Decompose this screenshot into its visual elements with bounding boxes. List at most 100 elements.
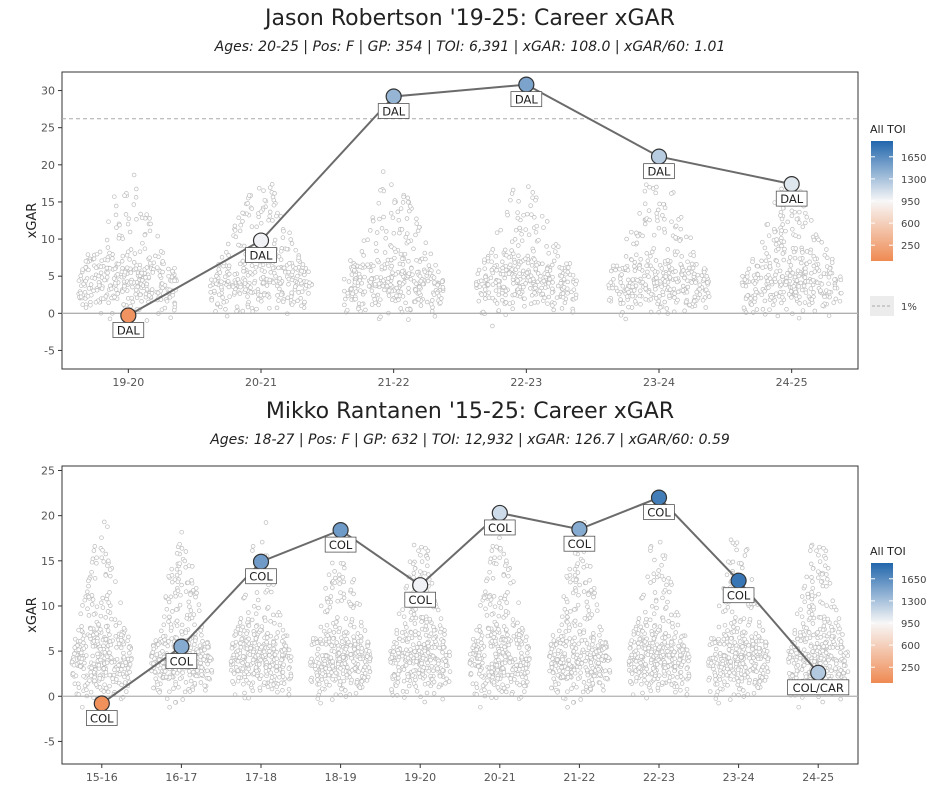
chart-2-cloud-point [162, 637, 167, 643]
chart-2-cloud-point [492, 555, 497, 560]
chart-1-y-tick-label: 0 [48, 307, 55, 320]
chart-2-cloud-point [678, 674, 684, 679]
chart-2-cloud-point [98, 647, 103, 652]
chart-2-cloud-point [283, 643, 289, 649]
chart-1-cloud-point [289, 302, 295, 307]
chart-1-cloud-point [389, 182, 394, 187]
chart-1-cloud-point [227, 271, 232, 277]
chart-2-cloud-point [205, 644, 210, 650]
chart-2-cloud-point [553, 682, 558, 687]
chart-1-cloud-point [392, 200, 397, 205]
chart-2-cloud-point [516, 628, 522, 633]
chart-1-cloud-point [267, 305, 272, 311]
chart-1-cloud-point [428, 251, 434, 257]
chart-2-cloud-point [584, 684, 589, 690]
chart-1-cloud-point [503, 300, 509, 305]
chart-1-x-tick-label: 22-23 [510, 376, 542, 389]
chart-2-cloud-point [753, 631, 759, 636]
chart-2-cloud-point [82, 660, 87, 666]
chart-2-cloud-point [263, 668, 269, 674]
chart-1-cloud-point [398, 306, 403, 311]
chart-1-cloud-point [133, 195, 139, 200]
chart-2-cloud-point [506, 642, 512, 648]
chart-1-cloud-point [632, 264, 637, 269]
chart-1-cloud-point [523, 281, 528, 286]
chart-1-team-label-box [510, 91, 543, 108]
chart-2-cloud-point [359, 623, 364, 629]
chart-2-cloud-point [447, 669, 453, 674]
chart-2-cloud-point [555, 657, 560, 663]
chart-2-cloud-point [584, 655, 590, 660]
chart-2-cloud-point [99, 555, 104, 560]
chart-1-cloud-point [638, 288, 643, 294]
chart-2-cloud-point [119, 632, 124, 638]
chart-2-cloud-point [104, 596, 109, 602]
chart-1-x-tick-label: 20-21 [245, 376, 277, 389]
chart-2-cloud-point [486, 689, 492, 695]
chart-1-cloud-point [801, 283, 807, 289]
chart-2-cloud-point [484, 578, 489, 584]
chart-2-cloud-point [440, 639, 446, 644]
chart-2-cloud-point [416, 671, 421, 676]
chart-2-cloud-point [92, 576, 98, 581]
chart-2-cloud-point [267, 649, 272, 654]
chart-1-cloud-point [397, 280, 403, 286]
chart-1-cloud-point [701, 269, 707, 275]
chart-1-cloud-point [521, 284, 526, 290]
chart-1-cloud-point [797, 301, 802, 306]
chart-2-cloud-point [317, 689, 322, 694]
chart-1-cloud-point [629, 229, 634, 235]
chart-1-cloud-point [630, 293, 635, 299]
chart-1-cloud-point [78, 290, 83, 296]
chart-1-cloud-point [775, 313, 781, 319]
chart-2-cloud-point [104, 654, 110, 659]
chart-2-cloud-point [442, 632, 447, 637]
chart-1-cloud-point [742, 277, 748, 282]
chart-1-cloud-point [362, 289, 368, 294]
chart-1-cloud-point [685, 259, 690, 264]
chart-1-cloud-point [276, 265, 281, 271]
chart-2-cloud-point [257, 685, 263, 691]
chart-2-cloud-point [556, 648, 561, 653]
chart-1-cloud-point [516, 199, 521, 204]
chart-2-cloud-point [259, 539, 265, 545]
chart-2-cloud-point [163, 594, 169, 599]
chart-2-cloud-point [436, 661, 441, 667]
chart-2-cloud-point [99, 600, 104, 606]
chart-1-cloud-point [392, 246, 397, 251]
chart-2-cloud-point [72, 651, 77, 656]
chart-2-cloud-point [396, 611, 402, 617]
chart-1-cloud-point [496, 308, 502, 313]
chart-2-cloud-point [580, 647, 586, 653]
chart-2-cloud-point [730, 540, 736, 546]
chart-1-cloud-point [547, 276, 552, 282]
chart-2-cloud-point [186, 669, 192, 674]
chart-2-cloud-point [98, 657, 103, 663]
chart-2-cloud-point [208, 655, 213, 661]
chart-1-cloud-point [526, 184, 531, 189]
chart-1-cloud-point [692, 298, 697, 304]
chart-1-cloud-point [645, 258, 651, 264]
chart-2-cloud-point [316, 660, 322, 666]
chart-1-cloud-point [346, 279, 352, 284]
chart-2-cloud-point [239, 636, 245, 642]
chart-2-cloud-point [422, 699, 427, 705]
chart-2-cloud-point [407, 660, 412, 665]
chart-1-cloud-point [120, 266, 125, 271]
chart-1-cloud-point [147, 228, 153, 234]
chart-1-cloud-point [490, 282, 496, 287]
chart-2-cloud-point [103, 615, 108, 620]
chart-2-cloud-point [651, 676, 657, 682]
chart-2-cloud-point [686, 673, 692, 679]
chart-1-cloud-point [83, 265, 88, 270]
chart-1-cloud-point [299, 268, 304, 274]
chart-2-cloud-point [601, 688, 606, 693]
chart-1-cloud-point [623, 316, 628, 322]
chart-2-cloud-point [716, 700, 721, 706]
chart-2-cloud-point [658, 660, 663, 665]
chart-1-cloud-point [474, 282, 479, 287]
chart-2-cloud-point [248, 645, 253, 651]
chart-2-cloud-point [593, 649, 599, 655]
chart-2-cloud-point [129, 657, 134, 662]
chart-1-cloud-point [654, 275, 659, 281]
